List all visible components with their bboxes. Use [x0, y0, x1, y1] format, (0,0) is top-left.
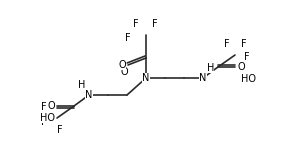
Text: O: O: [118, 60, 126, 70]
Text: F: F: [125, 33, 131, 43]
Text: F: F: [224, 39, 230, 49]
Text: N: N: [142, 73, 150, 83]
Text: O: O: [120, 67, 128, 77]
Text: N: N: [199, 73, 207, 83]
Text: F: F: [241, 39, 247, 49]
Text: N: N: [85, 90, 93, 100]
Text: O: O: [47, 101, 55, 111]
Text: HO: HO: [40, 113, 55, 123]
Text: F: F: [41, 102, 47, 112]
Text: F: F: [152, 19, 158, 29]
Text: HO: HO: [241, 74, 256, 84]
Text: F: F: [41, 117, 47, 127]
Text: O: O: [237, 62, 245, 72]
Text: F: F: [57, 125, 63, 135]
Text: F: F: [244, 52, 250, 62]
Text: H: H: [207, 63, 214, 73]
Text: F: F: [133, 19, 139, 29]
Text: H: H: [78, 80, 85, 90]
